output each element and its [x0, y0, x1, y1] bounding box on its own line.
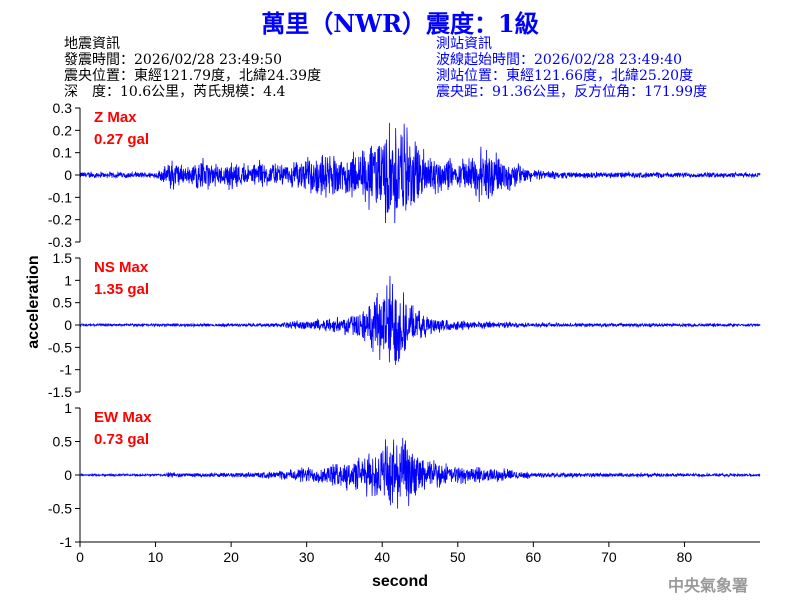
waveform-ns: [79, 275, 761, 365]
panel-max-value: 0.73 gal: [94, 431, 149, 448]
y-tick-label: 0.5: [53, 295, 73, 311]
y-tick-label: 1.5: [53, 250, 73, 266]
y-tick-label: 0: [64, 167, 72, 183]
x-tick-label: 0: [76, 549, 84, 565]
station-info-heading: 測站資訊: [436, 36, 492, 52]
waveform-ew: [79, 437, 761, 509]
waveform-start-time: 波線起始時間：2026/02/28 23:49:40: [436, 52, 683, 68]
panel-max-value: 0.27 gal: [94, 131, 149, 148]
y-tick-label: -0.3: [48, 234, 72, 250]
depth-magnitude: 深 度：10.6公里，芮氏規模：4.4: [64, 84, 286, 100]
panel-label: NS Max: [94, 259, 149, 276]
x-tick-label: 50: [450, 549, 466, 565]
y-tick-label: 0: [64, 317, 72, 333]
y-tick-label: 0.1: [53, 145, 73, 161]
y-tick-label: -1: [60, 362, 73, 378]
origin-time: 發震時間：2026/02/28 23:49:50: [64, 52, 283, 68]
y-tick-label: 0.3: [53, 100, 73, 116]
y-tick-label: -1.5: [48, 384, 72, 400]
y-tick-label: -1: [60, 534, 73, 550]
panel-max-value: 1.35 gal: [94, 281, 149, 298]
panel-label: Z Max: [94, 109, 137, 126]
y-tick-label: 1: [64, 272, 72, 288]
x-tick-label: 80: [677, 549, 693, 565]
x-tick-label: 10: [148, 549, 164, 565]
chart-title: 萬里（NWR）震度：1級: [261, 9, 539, 38]
y-tick-label: 1: [64, 400, 72, 416]
station-location: 測站位置：東經121.66度，北緯25.20度: [436, 68, 694, 84]
y-tick-label: 0.5: [53, 434, 73, 450]
y-axis-title: acceleration: [25, 255, 42, 348]
y-tick-label: -0.5: [48, 339, 72, 355]
epicenter-location: 震央位置：東經121.79度，北緯24.39度: [64, 68, 322, 84]
y-tick-label: 0.2: [53, 122, 73, 138]
panel-label: EW Max: [94, 409, 152, 426]
earthquake-info-heading: 地震資訊: [64, 36, 120, 52]
y-tick-label: -0.2: [48, 212, 72, 228]
x-tick-label: 40: [374, 549, 390, 565]
y-tick-label: 0: [64, 467, 72, 483]
station-info: 測站資訊 波線起始時間：2026/02/28 23:49:40 測站位置：東經1…: [436, 36, 707, 100]
x-tick-label: 30: [299, 549, 315, 565]
x-tick-label: 60: [526, 549, 542, 565]
waveform-z: [79, 122, 761, 224]
x-tick-label: 20: [223, 549, 239, 565]
y-tick-label: -0.1: [48, 189, 72, 205]
y-tick-label: -0.5: [48, 501, 72, 517]
agency-watermark: 中央氣象署: [667, 576, 748, 595]
earthquake-info: 地震資訊 發震時間：2026/02/28 23:49:50 震央位置：東經121…: [64, 36, 321, 100]
x-axis-title: second: [372, 573, 428, 590]
epicentral-distance: 震央距：91.36公里，反方位角：171.99度: [436, 84, 708, 100]
x-tick-label: 70: [601, 549, 617, 565]
